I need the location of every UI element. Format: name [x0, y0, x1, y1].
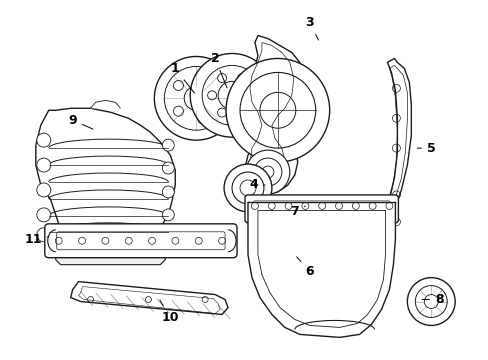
Polygon shape — [244, 36, 304, 195]
Text: 1: 1 — [170, 62, 194, 93]
Text: 4: 4 — [249, 179, 264, 192]
Circle shape — [162, 186, 174, 198]
Circle shape — [37, 228, 51, 242]
Polygon shape — [56, 248, 165, 265]
Circle shape — [162, 209, 174, 221]
Circle shape — [162, 162, 174, 174]
Polygon shape — [247, 202, 395, 337]
Polygon shape — [36, 108, 175, 252]
FancyBboxPatch shape — [45, 224, 237, 258]
Text: 5: 5 — [416, 141, 435, 155]
Text: 9: 9 — [68, 114, 93, 129]
Circle shape — [224, 164, 271, 212]
Polygon shape — [377, 58, 410, 232]
Polygon shape — [90, 100, 120, 108]
Text: 3: 3 — [305, 16, 318, 40]
Circle shape — [37, 133, 51, 147]
Text: 10: 10 — [160, 300, 179, 324]
Text: 8: 8 — [421, 293, 443, 306]
Text: 2: 2 — [210, 52, 226, 88]
Circle shape — [154, 57, 238, 140]
Circle shape — [162, 139, 174, 151]
FancyBboxPatch shape — [244, 195, 398, 223]
Circle shape — [225, 58, 329, 162]
Circle shape — [37, 183, 51, 197]
Text: 11: 11 — [24, 233, 49, 246]
Circle shape — [37, 158, 51, 172]
Polygon shape — [71, 282, 227, 315]
Text: 6: 6 — [296, 257, 313, 278]
Circle shape — [190, 54, 273, 137]
Circle shape — [245, 150, 289, 194]
Circle shape — [37, 208, 51, 222]
Circle shape — [407, 278, 454, 325]
Text: 7: 7 — [290, 205, 305, 219]
